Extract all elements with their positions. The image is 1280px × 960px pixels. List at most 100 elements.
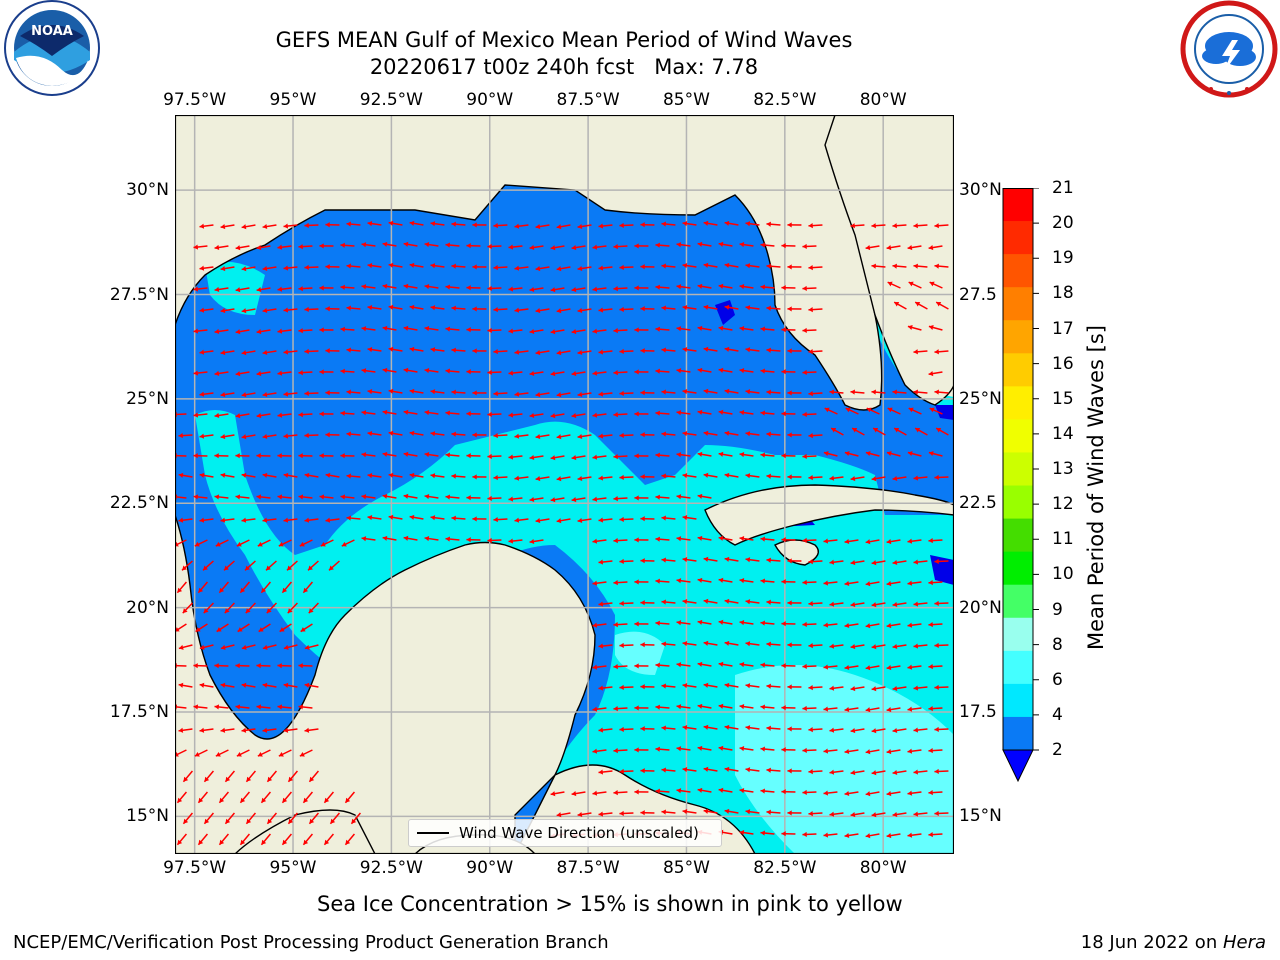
wind-arrow-head: [766, 809, 771, 815]
wind-arrow-head: [309, 776, 315, 782]
wind-arrow-head: [277, 244, 283, 250]
wind-arrow-head: [361, 284, 367, 290]
wind-arrow-head: [214, 704, 220, 710]
wind-arrow-head: [430, 473, 436, 479]
wind-arrow-head: [361, 326, 367, 332]
wind-arrow-head: [928, 325, 934, 330]
lat-tick-label-left: 17.5°N: [109, 702, 169, 723]
colorbar-tick-label: 9: [1052, 599, 1063, 620]
wind-arrow-head: [240, 587, 246, 593]
wind-arrow-head: [619, 264, 624, 271]
wind-arrow-head: [325, 472, 331, 478]
wind-arrow-head: [324, 797, 330, 803]
colorbar-tick-label: 15: [1052, 388, 1074, 409]
wind-arrow-head: [913, 727, 919, 733]
wind-arrow-head: [850, 686, 856, 692]
wind-arrow-head: [703, 724, 709, 730]
wind-arrow-head: [262, 472, 268, 478]
wind-arrow-head: [346, 431, 351, 437]
wind-arrow-head: [577, 349, 583, 356]
wind-arrow-head: [703, 304, 709, 310]
wind-arrow-head: [514, 265, 520, 271]
wind-arrow-head: [598, 265, 604, 271]
wind-arrow-head: [493, 391, 498, 397]
wind-arrow-head: [802, 243, 807, 250]
wind-arrow-head: [258, 627, 264, 632]
wind-arrow-head: [724, 598, 730, 604]
wind-arrow-head: [655, 620, 660, 626]
wind-arrow-head: [556, 518, 562, 524]
wind-arrow-head: [328, 565, 334, 571]
wind-arrow-head: [829, 811, 835, 817]
wind-arrow-head: [535, 518, 541, 524]
wind-arrow-head: [193, 370, 199, 376]
wind-arrow-head: [739, 704, 745, 710]
wind-arrow-head: [808, 223, 813, 229]
wind-arrow-head: [535, 476, 541, 482]
wind-arrow-head: [409, 430, 415, 436]
wind-arrow-head: [703, 220, 709, 226]
wind-arrow-head: [634, 243, 639, 249]
wind-arrow-head: [724, 472, 730, 478]
wind-arrow-head: [892, 559, 898, 566]
wind-arrow-head: [298, 244, 303, 250]
colorbar-swatch: [1003, 518, 1033, 553]
wind-arrow-head: [487, 285, 492, 291]
wind-arrow-head: [760, 830, 766, 836]
colorbar-tick-label: 4: [1052, 704, 1063, 725]
wind-arrow-head: [929, 281, 935, 287]
wind-arrow-head: [724, 766, 730, 772]
wind-arrow-head: [193, 663, 198, 669]
wind-arrow-head: [640, 474, 645, 480]
wind-arrow-head: [802, 411, 807, 418]
wind-arrow-head: [850, 770, 856, 776]
wind-arrow-head: [592, 706, 598, 712]
wind-arrow-head: [256, 663, 261, 669]
wind-arrow-head: [529, 454, 535, 461]
wind-arrow-head: [829, 389, 834, 395]
wind-arrow-head: [892, 263, 897, 269]
wind-arrow-head: [823, 580, 829, 586]
wind-arrow-head: [913, 811, 919, 817]
wind-arrow-head: [388, 346, 394, 352]
wind-arrow-head: [241, 224, 247, 230]
wind-arrow-head: [871, 223, 876, 229]
colorbar-swatch: [1003, 617, 1033, 652]
wind-arrow-head: [613, 286, 618, 292]
wind-arrow-head: [451, 515, 456, 521]
wind-arrow-head: [472, 306, 477, 312]
map-graticule: [175, 115, 954, 854]
wind-arrow-head: [760, 704, 766, 710]
wind-arrow-head: [178, 682, 184, 688]
wind-arrow-head: [409, 346, 415, 352]
wind-arrow-head: [178, 644, 184, 650]
wind-arrow-head: [598, 769, 604, 775]
wind-arrow-head: [823, 664, 829, 670]
wind-arrow-head: [871, 389, 876, 395]
wind-arrow-head: [324, 839, 330, 845]
wind-arrow-head: [697, 745, 703, 751]
wind-arrow-head: [403, 241, 409, 247]
wind-arrow-head: [760, 788, 766, 794]
lon-tick-label-bottom: 92.5°W: [359, 858, 423, 878]
wind-arrow-head: [223, 565, 229, 571]
wind-arrow-head: [298, 704, 304, 710]
wind-arrow-head: [760, 662, 766, 668]
wind-arrow-head: [424, 368, 430, 374]
wind-arrow-head: [550, 287, 556, 293]
wind-arrow-head: [871, 602, 877, 608]
wind-arrow-head: [592, 286, 598, 292]
wind-arrow-head: [640, 348, 645, 354]
wind-arrow-head: [235, 245, 241, 251]
wind-arrow-head: [739, 788, 745, 794]
wind-arrow-head: [865, 749, 871, 755]
wind-arrow-head: [676, 242, 682, 248]
lat-tick-label-right: 25°N: [959, 388, 1002, 409]
wind-arrow-head: [745, 473, 751, 479]
wind-arrow-head: [529, 370, 535, 377]
wind-arrow-head: [703, 346, 709, 352]
map-legend: Wind Wave Direction (unscaled): [408, 819, 722, 847]
wind-arrow-head: [682, 767, 688, 773]
wind-arrow-head: [908, 407, 914, 413]
colorbar-swatch: [1003, 716, 1033, 751]
